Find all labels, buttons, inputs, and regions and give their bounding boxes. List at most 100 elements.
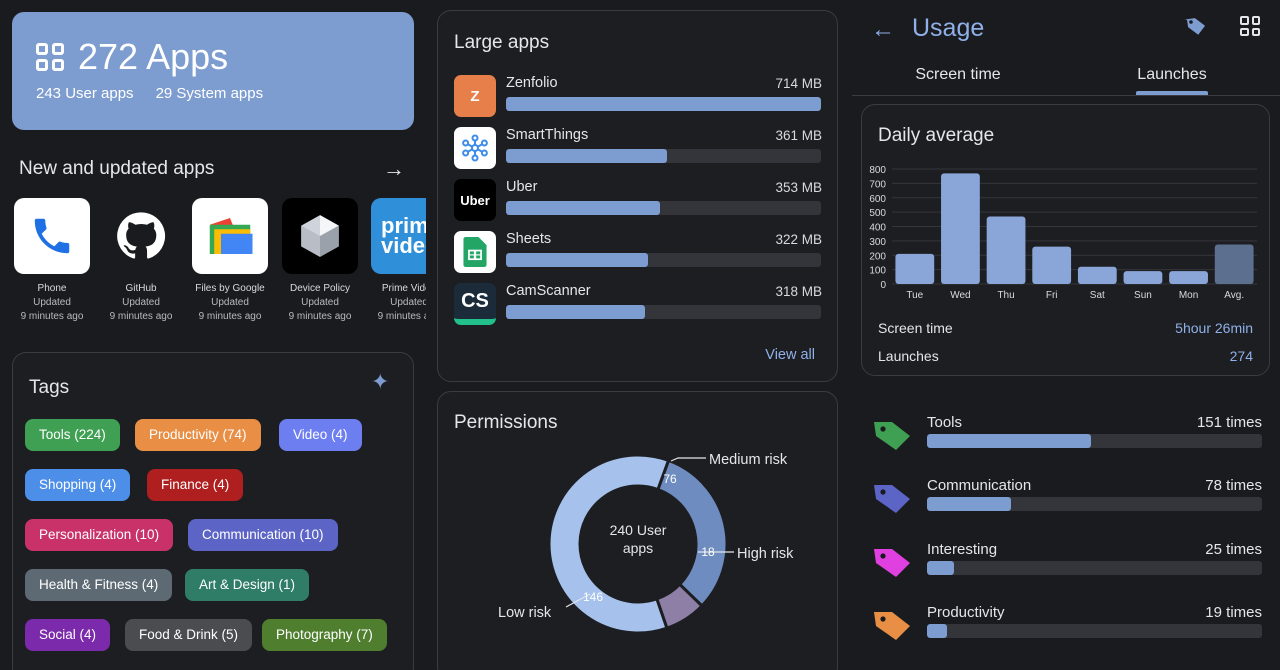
x-tick-label: Tue bbox=[906, 290, 923, 301]
sparkle-icon[interactable]: ✦ bbox=[371, 369, 390, 394]
launches-label: Launches bbox=[878, 348, 939, 364]
uber-icon: Uber bbox=[454, 179, 496, 221]
tags-card: Tags ✦ Tools (224) Productivity (74) Vid… bbox=[12, 352, 414, 670]
size-bar bbox=[506, 253, 821, 267]
view-all-link[interactable]: View all bbox=[765, 347, 815, 363]
tag-chip[interactable]: Health & Fitness (4) bbox=[25, 569, 173, 601]
apps-count: 272 Apps bbox=[78, 36, 229, 77]
bar-mon[interactable] bbox=[1169, 271, 1208, 284]
tag-chip[interactable]: Photography (7) bbox=[262, 619, 387, 651]
size-bar bbox=[506, 97, 821, 111]
launches-value: 274 bbox=[1229, 348, 1253, 364]
tag-icon bbox=[874, 422, 910, 450]
tag-chip[interactable]: Art & Design (1) bbox=[185, 569, 310, 601]
tag-chip[interactable]: Shopping (4) bbox=[25, 469, 131, 501]
camscanner-icon: CS bbox=[454, 283, 496, 325]
apps-breakdown: 243 User apps 29 System apps bbox=[36, 85, 263, 102]
large-app-row[interactable]: SmartThings 361 MB bbox=[454, 127, 822, 169]
size-bar bbox=[506, 305, 821, 319]
permissions-title: Permissions bbox=[454, 412, 558, 433]
grid-icon bbox=[36, 43, 64, 71]
bar-sun[interactable] bbox=[1123, 271, 1163, 284]
bar-thu[interactable] bbox=[986, 216, 1026, 284]
tag-icon bbox=[874, 612, 910, 640]
donut-segment-2[interactable] bbox=[547, 453, 671, 635]
usage-bar bbox=[927, 624, 1262, 638]
tag-chip[interactable]: Productivity (74) bbox=[135, 419, 261, 451]
bar-sat[interactable] bbox=[1077, 266, 1117, 284]
tag-chip[interactable]: Tools (224) bbox=[25, 419, 120, 451]
files-icon bbox=[192, 198, 268, 274]
daily-bar-chart[interactable]: 0 100 200 300 400 500 600 700 800 Tue Wed Thu Fri Sa… bbox=[862, 157, 1271, 307]
tags-title: Tags bbox=[29, 377, 70, 398]
system-apps-count: 29 System apps bbox=[155, 85, 264, 102]
x-tick-label: Sun bbox=[1134, 290, 1152, 301]
tag-chip[interactable]: Social (4) bbox=[25, 619, 111, 651]
large-app-row[interactable]: Uber Uber 353 MB bbox=[454, 179, 822, 221]
bar-wed[interactable] bbox=[941, 173, 980, 284]
zenfolio-icon: Z bbox=[454, 75, 496, 117]
app-tile-prime-video[interactable]: prime video Prime Video Updated 9 minute… bbox=[371, 198, 426, 324]
tag-icon bbox=[874, 549, 910, 577]
segment-value-high: 18 bbox=[701, 545, 715, 559]
y-tick-label: 300 bbox=[869, 237, 886, 248]
tag-icon[interactable] bbox=[1184, 15, 1208, 42]
bar-fri[interactable] bbox=[1032, 246, 1072, 284]
leader-line-low bbox=[565, 593, 591, 608]
grid-view-icon[interactable] bbox=[1240, 16, 1260, 36]
app-tile-device-policy[interactable]: Device Policy Updated 9 minutes ago bbox=[282, 198, 358, 324]
large-app-row[interactable]: Z Zenfolio 714 MB bbox=[454, 75, 822, 117]
tag-chip[interactable]: Food & Drink (5) bbox=[125, 619, 253, 651]
bar-avg[interactable] bbox=[1214, 244, 1254, 284]
y-tick-label: 800 bbox=[869, 165, 886, 176]
category-row-interesting[interactable]: Interesting 25 times bbox=[870, 541, 1264, 591]
leader-line-medium bbox=[670, 457, 706, 462]
usage-bar bbox=[927, 561, 1262, 575]
segment-value-medium: 76 bbox=[663, 472, 677, 486]
tag-chip[interactable]: Finance (4) bbox=[147, 469, 244, 501]
x-tick-label: Avg. bbox=[1224, 290, 1244, 301]
y-tick-label: 0 bbox=[880, 280, 886, 291]
tab-launches[interactable]: Launches bbox=[1137, 66, 1207, 83]
y-tick-label: 100 bbox=[869, 266, 886, 277]
y-tick-label: 200 bbox=[869, 251, 886, 262]
new-updated-title: New and updated apps bbox=[19, 158, 215, 179]
y-tick-label: 600 bbox=[869, 194, 886, 205]
smartthings-icon bbox=[454, 127, 496, 169]
tag-chip[interactable]: Personalization (10) bbox=[25, 519, 174, 551]
permissions-donut-chart[interactable]: 240 User apps 76 18 146 Medium risk High… bbox=[438, 392, 838, 670]
large-app-row[interactable]: Sheets 322 MB bbox=[454, 231, 822, 273]
donut-center-line-2: apps bbox=[623, 540, 653, 556]
app-tile-phone[interactable]: Phone Updated 9 minutes ago bbox=[14, 198, 90, 324]
donut-center-line-1: 240 User bbox=[610, 522, 667, 538]
category-row-productivity[interactable]: Productivity 19 times bbox=[870, 604, 1264, 654]
tag-icon bbox=[874, 485, 910, 513]
apps-summary-card[interactable]: 272 Apps 243 User apps 29 System apps bbox=[12, 12, 414, 130]
x-tick-label: Fri bbox=[1046, 290, 1058, 301]
app-tile-github[interactable]: GitHub Updated 9 minutes ago bbox=[103, 198, 179, 324]
usage-bar bbox=[927, 497, 1262, 511]
usage-bar bbox=[927, 434, 1262, 448]
arrow-left-icon[interactable]: ← bbox=[871, 16, 895, 43]
phone-icon bbox=[14, 198, 90, 274]
category-row-communication[interactable]: Communication 78 times bbox=[870, 477, 1264, 527]
bar-tue[interactable] bbox=[895, 253, 935, 284]
tag-chip[interactable]: Video (4) bbox=[279, 419, 362, 451]
x-tick-label: Wed bbox=[950, 290, 970, 301]
github-icon bbox=[103, 198, 179, 274]
tab-screen-time[interactable]: Screen time bbox=[915, 66, 1001, 83]
y-tick-label: 500 bbox=[869, 208, 886, 219]
screen-time-value: 5hour 26min bbox=[1175, 320, 1253, 336]
category-row-tools[interactable]: Tools 151 times bbox=[870, 414, 1264, 464]
new-updated-list: Phone Updated 9 minutes ago GitHub Updat… bbox=[14, 198, 426, 328]
segment-value-low: 146 bbox=[583, 590, 603, 604]
tab-divider bbox=[852, 95, 1280, 96]
large-apps-title: Large apps bbox=[454, 32, 550, 53]
tag-chip[interactable]: Communication (10) bbox=[188, 519, 338, 551]
x-tick-label: Thu bbox=[997, 290, 1014, 301]
sheets-icon bbox=[454, 231, 496, 273]
large-app-row[interactable]: CS CamScanner 318 MB bbox=[454, 283, 822, 325]
arrow-right-icon[interactable]: → bbox=[383, 156, 405, 181]
app-tile-files[interactable]: Files by Google Updated 9 minutes ago bbox=[192, 198, 268, 324]
x-tick-label: Sat bbox=[1090, 290, 1105, 301]
